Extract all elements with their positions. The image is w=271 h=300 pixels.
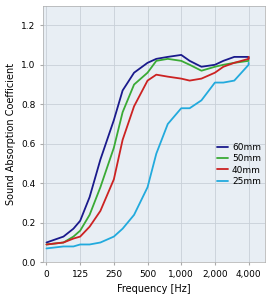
- 40mm: [200, 77, 203, 80]
- 40mm: [247, 57, 250, 61]
- 60mm: [45, 241, 48, 244]
- 60mm: [180, 53, 183, 57]
- 60mm: [247, 55, 250, 59]
- 60mm: [188, 59, 191, 63]
- 50mm: [222, 63, 225, 67]
- 60mm: [155, 57, 158, 61]
- 25mm: [72, 245, 75, 248]
- 50mm: [233, 61, 236, 64]
- 25mm: [213, 81, 217, 84]
- 25mm: [133, 213, 136, 217]
- 50mm: [79, 229, 82, 232]
- 25mm: [200, 98, 203, 102]
- 40mm: [233, 61, 236, 64]
- 60mm: [112, 118, 115, 122]
- 50mm: [62, 241, 65, 244]
- 25mm: [112, 235, 115, 238]
- 50mm: [180, 59, 183, 63]
- 50mm: [99, 185, 102, 189]
- 40mm: [121, 138, 124, 142]
- 60mm: [62, 235, 65, 238]
- 40mm: [133, 104, 136, 108]
- X-axis label: Frequency [Hz]: Frequency [Hz]: [117, 284, 191, 294]
- 50mm: [188, 63, 191, 67]
- 60mm: [88, 195, 91, 199]
- 25mm: [45, 247, 48, 250]
- 40mm: [146, 79, 149, 83]
- Line: 25mm: 25mm: [47, 63, 249, 248]
- 60mm: [166, 55, 169, 59]
- 40mm: [180, 77, 183, 80]
- 40mm: [188, 79, 191, 83]
- 25mm: [247, 63, 250, 67]
- 40mm: [72, 237, 75, 240]
- 50mm: [133, 83, 136, 86]
- 60mm: [222, 59, 225, 63]
- 60mm: [213, 63, 217, 67]
- 50mm: [166, 57, 169, 61]
- 25mm: [88, 243, 91, 246]
- 25mm: [99, 241, 102, 244]
- 50mm: [112, 146, 115, 149]
- 25mm: [247, 61, 250, 64]
- 25mm: [79, 243, 82, 246]
- 50mm: [213, 65, 217, 69]
- 40mm: [112, 178, 115, 181]
- 50mm: [247, 59, 250, 63]
- 25mm: [121, 227, 124, 230]
- 40mm: [79, 235, 82, 238]
- Line: 40mm: 40mm: [47, 57, 249, 244]
- 40mm: [62, 241, 65, 244]
- 60mm: [233, 55, 236, 59]
- 50mm: [200, 69, 203, 73]
- 25mm: [155, 152, 158, 155]
- 25mm: [222, 81, 225, 84]
- Legend: 60mm, 50mm, 40mm, 25mm: 60mm, 50mm, 40mm, 25mm: [218, 143, 261, 186]
- 25mm: [188, 106, 191, 110]
- 40mm: [99, 209, 102, 213]
- 50mm: [121, 110, 124, 114]
- 40mm: [247, 55, 250, 59]
- 25mm: [62, 245, 65, 248]
- 25mm: [233, 79, 236, 83]
- 40mm: [222, 65, 225, 69]
- 60mm: [121, 89, 124, 92]
- 60mm: [247, 57, 250, 61]
- 25mm: [180, 106, 183, 110]
- 40mm: [213, 71, 217, 74]
- 60mm: [79, 219, 82, 223]
- 50mm: [45, 243, 48, 246]
- 25mm: [146, 185, 149, 189]
- 60mm: [146, 61, 149, 64]
- 60mm: [133, 71, 136, 74]
- 60mm: [200, 65, 203, 69]
- Y-axis label: Sound Absorption Coefficient: Sound Absorption Coefficient: [6, 63, 15, 205]
- 50mm: [146, 71, 149, 74]
- 40mm: [166, 75, 169, 78]
- 50mm: [247, 59, 250, 63]
- Line: 60mm: 60mm: [47, 55, 249, 242]
- 25mm: [166, 122, 169, 126]
- 40mm: [155, 73, 158, 76]
- 40mm: [88, 225, 91, 229]
- 40mm: [45, 243, 48, 246]
- 50mm: [88, 213, 91, 217]
- 60mm: [99, 158, 102, 161]
- 60mm: [72, 227, 75, 230]
- 50mm: [72, 235, 75, 238]
- 50mm: [155, 59, 158, 63]
- Line: 50mm: 50mm: [47, 59, 249, 244]
